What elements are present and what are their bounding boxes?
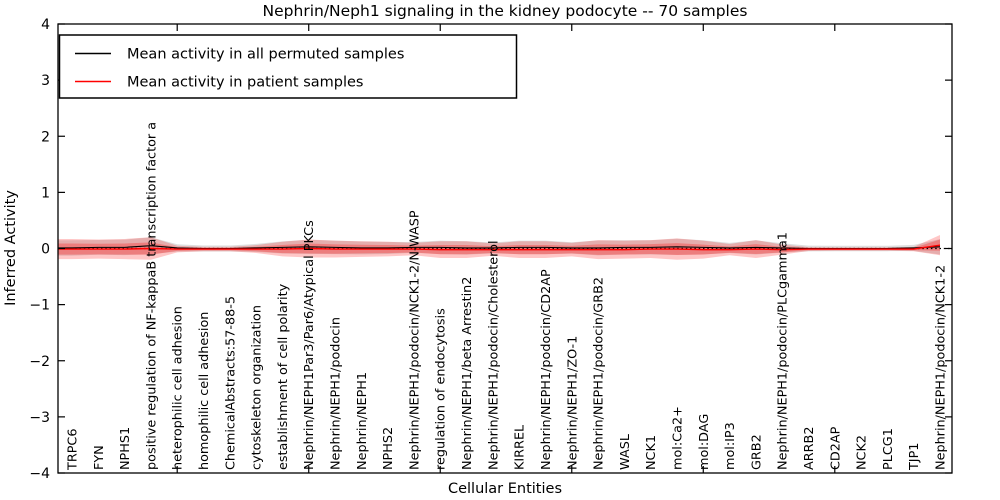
x-axis-label: Cellular Entities (448, 481, 562, 497)
x-tick-label: Nephrin/NEPH1/podocin/PLCgamma1 (776, 232, 791, 470)
x-tick-label: Nephrin/NEPH1/podocin/Cholesterol (486, 240, 501, 470)
x-tick-label: NCK1 (644, 435, 659, 470)
y-tick-label: 0 (41, 242, 50, 258)
x-tick-label: ChemicalAbstracts:57-88-5 (223, 296, 238, 470)
x-tick-label: Nephrin/NEPH1/podocin/NCK1-2 (934, 265, 949, 470)
y-tick-label: 2 (41, 129, 50, 145)
x-tick-label: WASL (618, 433, 633, 470)
patient-mean-line (58, 244, 941, 251)
plot-border (57, 23, 953, 474)
x-tick-label: Nephrin/NEPH1/podocin/CD2AP (539, 269, 554, 470)
legend-box (58, 34, 518, 99)
permuted-mean-line (58, 245, 941, 250)
chart-title: Nephrin/Neph1 signaling in the kidney po… (263, 2, 748, 20)
x-tick-label: mol:IP3 (723, 422, 738, 470)
x-tick-label: mol:Ca2+ (670, 406, 685, 470)
y-tick-label: −2 (29, 354, 50, 370)
y-axis-label: Inferred Activity (3, 190, 19, 306)
legend-label-patient: Mean activity in patient samples (127, 75, 363, 91)
y-tick-label: 1 (41, 185, 50, 201)
x-tick-label: Nephrin/NEPH1/ZO-1 (565, 336, 580, 470)
x-tick-labels: TRPC6 FYN NPHS1 positive regulation of NF-k… (66, 122, 949, 471)
x-tick-label: Nephrin/NEPH1/beta Arrestin2 (460, 277, 475, 470)
x-tick-label: homophilic cell adhesion (197, 312, 212, 470)
band-patient-inner (58, 239, 940, 255)
x-tick-label: GRB2 (749, 434, 764, 470)
x-tick-label: NPHS1 (118, 427, 133, 470)
x-tick-label: NPHS2 (381, 427, 396, 470)
x-tick-label: cytoskeleton organization (250, 305, 265, 470)
y-tick-labels: 4 3 2 1 0 −1 −2 −3 −4 (29, 17, 50, 482)
x-tick-label: mol:DAG (697, 414, 712, 470)
x-tick-label: NCK2 (855, 435, 870, 470)
x-tick-label: PLCG1 (881, 428, 896, 470)
x-tick-label: TJP1 (907, 443, 922, 471)
mean-lines (58, 244, 941, 251)
band-permuted (58, 237, 940, 256)
y-tick-label: −4 (29, 466, 50, 482)
x-tick-label: establishment of cell polarity (276, 283, 291, 470)
y-tick-label: 4 (41, 17, 50, 33)
x-tick-label: regulation of endocytosis (434, 308, 449, 470)
x-tick-label: heterophilic cell adhesion (171, 306, 186, 470)
legend: Mean activity in all permuted samples Me… (58, 34, 518, 99)
y-tick-label: 3 (41, 73, 50, 89)
x-tick-label: FYN (92, 445, 107, 470)
x-tick-label: positive regulation of NF-kappaB transcr… (144, 122, 159, 470)
x-tick-label: Nephrin/NEPH1/podocin/NCK1-2/N-WASP (407, 210, 422, 470)
legend-label-permuted: Mean activity in all permuted samples (127, 47, 404, 63)
x-tick-label: Nephrin/NEPH1/podocin/GRB2 (592, 277, 607, 470)
y-tick-label: −1 (29, 298, 50, 314)
x-tick-label: Nephrin/NEPH1/podocin (329, 317, 344, 470)
x-tick-label: TRPC6 (66, 428, 81, 471)
x-tick-label: ARRB2 (802, 427, 817, 470)
x-tick-label: Nephrin/NEPH1Par3/Par6/Atypical PKCs (302, 220, 317, 470)
x-tick-label: CD2AP (828, 426, 843, 470)
x-tick-label: KIRREL (513, 424, 528, 470)
x-tick-label: Nephrin/NEPH1 (355, 372, 370, 470)
y-tick-label: −3 (29, 410, 50, 426)
